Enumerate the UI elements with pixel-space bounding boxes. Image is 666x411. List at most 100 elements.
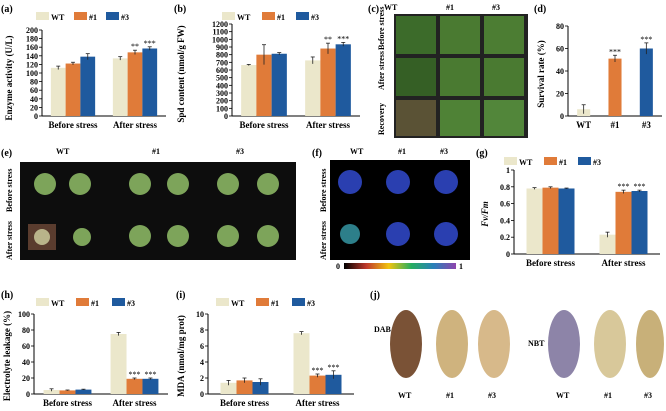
y-tick-label: 0.4: [500, 216, 510, 225]
row-label-before: Before stress: [377, 7, 386, 50]
legend-i: WT #1 #3: [216, 298, 315, 308]
legend-swatch-wt: [216, 298, 229, 306]
y-tick-label: 0: [34, 112, 38, 121]
bar: [65, 63, 81, 116]
leaf-label-wt: WT: [398, 391, 412, 400]
bar: [50, 67, 66, 116]
significance-label: ***: [144, 370, 156, 379]
significance-label: ***: [634, 182, 646, 191]
legend-swatch-1: [74, 12, 87, 20]
y-axis-label: Survival rate (%): [536, 40, 546, 108]
row-label-before: Before stress: [5, 169, 14, 212]
col-label-wt: WT: [56, 147, 70, 156]
panel-label-c: (c): [368, 4, 379, 15]
x-tick-label: After stress: [306, 120, 350, 130]
y-tick-label: 1100: [212, 28, 228, 37]
y-tick-label: 100: [18, 310, 30, 319]
y-tick-label: 0: [560, 112, 564, 121]
legend-swatch-wt: [222, 12, 235, 20]
chart-b: (b) WT #1 #3 010020030040050060070080090…: [174, 4, 360, 130]
significance-label: **: [324, 35, 332, 44]
colorbar-min: 0: [336, 262, 340, 271]
chart-d: (d) 0 20 40 60 80 Survival rate (%) WT *** #1 ***…: [534, 4, 662, 130]
legend-swatch-3: [106, 12, 119, 20]
y-tick-label: 0: [224, 112, 228, 121]
panel-label-e: (e): [1, 148, 12, 159]
y-tick-label: 0.6: [500, 200, 510, 209]
panel-label-a: (a): [1, 4, 13, 15]
panel-label-b: (b): [174, 4, 186, 15]
y-tick-label: 400: [216, 81, 228, 90]
col-label-wt: WT: [350, 147, 364, 156]
y-tick-label: 0: [506, 250, 510, 259]
bar: [631, 191, 648, 254]
y-tick-label: 200: [26, 26, 38, 35]
panel-label-d: (d): [534, 4, 546, 15]
y-tick-label: 80: [22, 326, 30, 335]
legend-label-wt: WT: [51, 13, 65, 22]
legend-swatch-3: [578, 157, 591, 165]
leaf-label-wt: WT: [556, 391, 570, 400]
y-tick-label: 40: [556, 67, 564, 76]
bar: [335, 44, 351, 116]
x-tick-label: Before stress: [240, 120, 289, 130]
chart-a: (a) WT #1 #3 020406080100120140160180200…: [1, 4, 166, 130]
bar: [126, 378, 143, 394]
y-tick-label: 180: [26, 35, 38, 44]
bar: [542, 187, 559, 254]
label-dab: DAB: [374, 325, 392, 334]
col-label-3: #3: [236, 147, 244, 156]
panel-label-j: (j): [370, 290, 380, 301]
y-tick-label: 4: [200, 358, 204, 367]
legend-label-wt: WT: [237, 13, 251, 22]
y-tick-label: 60: [22, 342, 30, 351]
bar: [320, 48, 336, 116]
panel-label-h: (h): [1, 290, 13, 301]
bar: [271, 53, 287, 116]
y-tick-label: 0: [26, 390, 30, 399]
bar: [325, 374, 342, 394]
legend-swatch-wt: [36, 298, 49, 306]
legend-swatch-3: [112, 298, 125, 306]
significance-label: **: [131, 42, 139, 51]
bar: [305, 60, 321, 116]
bar: [59, 390, 76, 394]
leaf-label-3: #3: [488, 391, 496, 400]
panel-label-i: (i): [176, 290, 185, 301]
bar: [220, 382, 237, 394]
y-tick-label: 900: [216, 43, 228, 52]
significance-label: ***: [609, 47, 621, 56]
col-label-3: #3: [492, 3, 500, 12]
legend-label-1: #1: [271, 299, 279, 308]
col-label-1: #1: [446, 3, 454, 12]
bar: [75, 389, 92, 394]
photo-panel-j: (j) DAB WT #1 #3 NBT WT #1 #3: [360, 282, 666, 406]
legend-h: WT #1 #3: [36, 298, 135, 308]
bar: [608, 58, 622, 116]
row-label-recovery: Recovery: [377, 103, 386, 135]
bar: [142, 378, 159, 394]
legend-a: WT #1 #3: [36, 12, 129, 22]
tray-grid: [394, 14, 528, 138]
legend-swatch-wt: [504, 157, 517, 165]
significance-label: ***: [129, 370, 141, 379]
bar: [639, 48, 653, 116]
legend-label-wt: WT: [231, 299, 245, 308]
chart-h: (h) WT #1 #3 0 20 40 60 80 100 Electrolyte lea…: [1, 290, 168, 406]
significance-label: ***: [328, 363, 340, 372]
colorbar-max: 1: [459, 262, 463, 271]
x-tick-label: After stress: [602, 258, 646, 268]
x-tick-label: WT: [576, 120, 591, 130]
y-tick-label: 300: [216, 89, 228, 98]
legend-label-3: #3: [121, 13, 129, 22]
y-tick-label: 0.2: [500, 233, 510, 242]
y-tick-label: 2: [200, 374, 204, 383]
bar: [80, 56, 96, 116]
bar: [599, 234, 616, 254]
legend-label-wt: WT: [519, 158, 533, 167]
y-tick-label: 20: [22, 374, 30, 383]
legend-label-3: #3: [127, 299, 135, 308]
x-tick-label: Before stress: [43, 398, 92, 406]
col-label-3: #3: [440, 147, 448, 156]
row-label-after: After stress: [319, 221, 328, 260]
